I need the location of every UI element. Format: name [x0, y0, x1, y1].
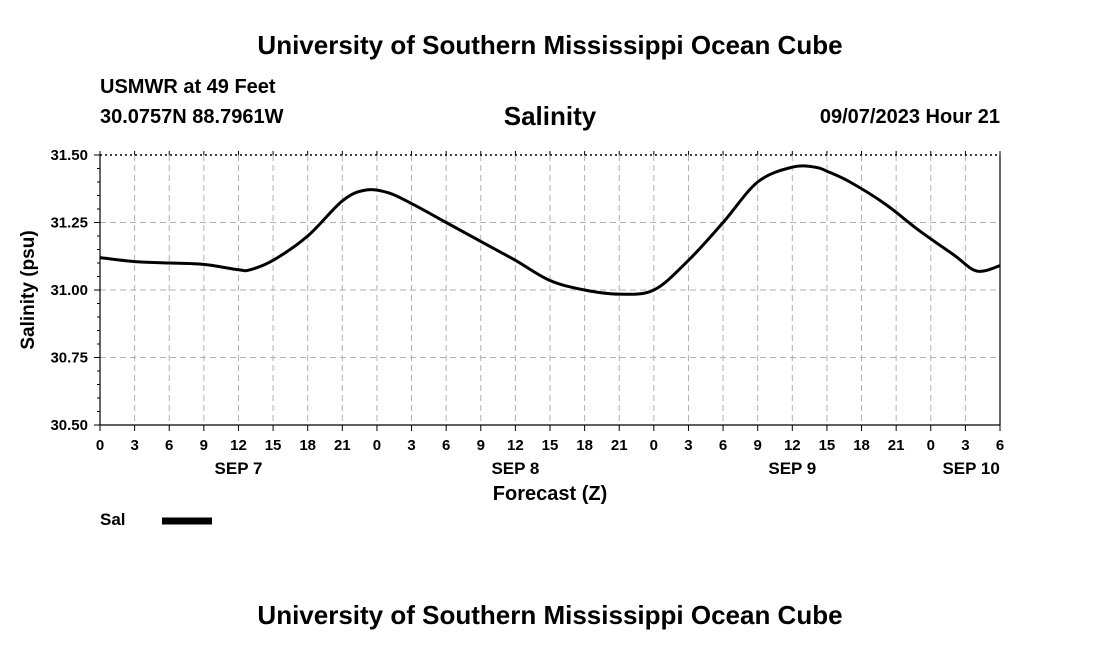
footer-title: University of Southern Mississippi Ocean… — [257, 600, 843, 630]
x-tick-label: 6 — [442, 437, 450, 454]
legend: Sal — [100, 510, 212, 529]
x-tick-label: 0 — [927, 437, 935, 454]
x-tick-label: 12 — [784, 437, 801, 454]
x-tick-label: 3 — [961, 437, 969, 454]
day-label: SEP 10 — [942, 459, 999, 478]
x-tick-label: 0 — [96, 437, 104, 454]
x-tick-label: 15 — [265, 437, 282, 454]
series-line-sal — [99, 164, 1001, 296]
legend-label: Sal — [100, 510, 126, 529]
x-tick-label: 0 — [650, 437, 658, 454]
day-label: SEP 8 — [491, 459, 539, 478]
day-label: SEP 9 — [768, 459, 816, 478]
y-tick-label: 30.75 — [50, 350, 88, 367]
x-tick-label: 6 — [719, 437, 727, 454]
y-axis-title: Salinity (psu) — [18, 230, 39, 349]
forecast-datetime: 09/07/2023 Hour 21 — [819, 106, 1000, 128]
y-tick-label: 31.50 — [50, 147, 88, 164]
x-tick-label: 9 — [477, 437, 485, 454]
y-tick-label: 31.25 — [50, 215, 88, 232]
x-tick-label: 21 — [888, 437, 905, 454]
x-tick-label: 21 — [611, 437, 628, 454]
x-tick-label: 15 — [542, 437, 559, 454]
day-label: SEP 7 — [215, 459, 263, 478]
x-tick-label: 6 — [996, 437, 1004, 454]
axis-labels: 0 3 6 9 12 15 18 21 0 3 6 9 12 15 18 21 0 3 6 9 12 15 18 21 0 3 6 3… — [18, 147, 1004, 505]
station-coordinates: 30.0757N 88.7961W — [100, 106, 284, 128]
x-tick-label: 0 — [373, 437, 381, 454]
x-tick-label: 18 — [299, 437, 316, 454]
x-tick-label: 9 — [200, 437, 208, 454]
x-tick-label: 21 — [334, 437, 351, 454]
y-tick-label: 30.50 — [50, 417, 88, 434]
x-tick-label: 3 — [130, 437, 138, 454]
x-tick-label: 9 — [754, 437, 762, 454]
x-tick-label: 12 — [507, 437, 524, 454]
chart-title: Salinity — [503, 101, 597, 131]
page-title: University of Southern Mississippi Ocean… — [257, 30, 843, 60]
x-tick-label: 6 — [165, 437, 173, 454]
y-tick-label: 31.00 — [50, 282, 88, 299]
x-tick-label: 3 — [407, 437, 415, 454]
ticks — [94, 151, 1001, 431]
grid — [100, 155, 1000, 425]
x-tick-label: 18 — [853, 437, 870, 454]
x-axis-title: Forecast (Z) — [493, 483, 607, 505]
x-tick-label: 12 — [230, 437, 247, 454]
x-tick-label: 15 — [819, 437, 836, 454]
series — [99, 164, 1001, 296]
x-tick-label: 3 — [684, 437, 692, 454]
x-tick-label: 18 — [576, 437, 593, 454]
station-label: USMWR at 49 Feet — [100, 76, 276, 98]
